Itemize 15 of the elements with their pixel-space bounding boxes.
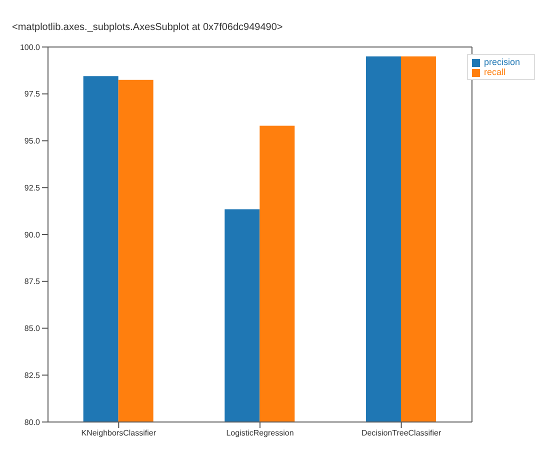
legend-label: precision	[484, 57, 520, 67]
y-tick-label: 82.5	[24, 370, 41, 380]
legend-label: recall	[484, 67, 506, 77]
y-tick-label: 85.0	[24, 324, 41, 334]
y-tick-label: 80.0	[24, 418, 41, 427]
x-tick-label: KNeighborsClassifier	[81, 428, 156, 438]
y-tick-label: 92.5	[24, 183, 41, 192]
y-tick-label: 90.0	[24, 230, 41, 240]
y-tick-label: 95.0	[24, 136, 41, 146]
x-tick-label: LogisticRegression	[226, 428, 294, 438]
y-tick-label: 87.5	[24, 277, 41, 286]
x-tick-label: DecisionTreeClassifier	[361, 428, 442, 438]
chart-title: <matplotlib.axes._subplots.AxesSubplot at 0x7f06dc949490>	[11, 21, 284, 35]
y-tick-label: 97.5	[24, 90, 41, 99]
y-tick-label: 100.0	[20, 42, 41, 52]
